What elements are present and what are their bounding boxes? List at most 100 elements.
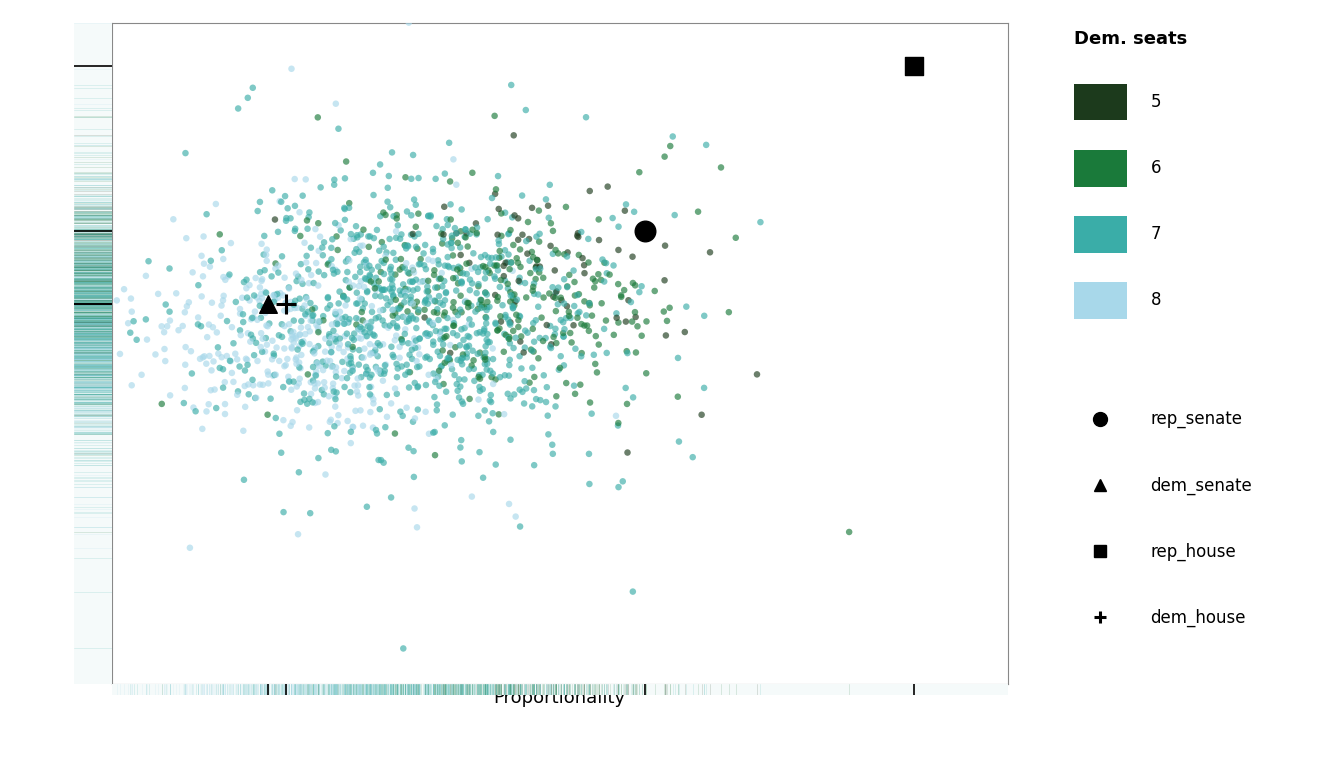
Point	[362, 422, 383, 434]
Point	[378, 322, 399, 334]
Point	[181, 367, 203, 379]
Point	[224, 348, 246, 360]
Point	[487, 229, 508, 241]
Point	[136, 333, 157, 346]
Point	[328, 342, 349, 354]
Point	[339, 254, 360, 266]
Point	[417, 350, 438, 362]
Point	[718, 306, 739, 318]
Point	[594, 257, 616, 269]
Point	[503, 342, 524, 354]
Point	[695, 139, 716, 151]
Point	[491, 250, 512, 263]
Point	[516, 382, 538, 395]
Point	[458, 339, 480, 352]
Point	[340, 228, 362, 240]
Point	[296, 214, 317, 227]
Point	[210, 362, 231, 374]
Point	[607, 481, 629, 493]
Point	[583, 349, 605, 361]
Point	[563, 276, 585, 288]
Point	[437, 213, 458, 225]
Point	[476, 334, 497, 346]
Point	[526, 314, 547, 326]
Point	[504, 209, 526, 221]
Point	[302, 346, 324, 358]
Point	[73, 250, 94, 263]
Point	[550, 350, 571, 362]
Point	[390, 233, 411, 245]
Point	[363, 393, 384, 406]
Point	[413, 247, 434, 260]
Point	[500, 286, 521, 298]
Point	[386, 358, 407, 370]
Point	[284, 200, 305, 212]
Point	[445, 284, 466, 296]
Point	[581, 408, 602, 420]
Point	[214, 408, 235, 420]
Point	[465, 261, 487, 273]
Point	[321, 233, 343, 246]
Point	[474, 249, 496, 261]
Point	[461, 491, 482, 503]
Point	[263, 289, 285, 301]
Point	[320, 346, 341, 358]
Point	[358, 274, 379, 286]
Point	[364, 347, 386, 359]
Point	[288, 377, 309, 389]
Point	[292, 338, 313, 350]
Point	[370, 403, 391, 415]
Point	[401, 343, 422, 356]
Point	[370, 368, 391, 380]
Point	[544, 244, 566, 257]
Point	[450, 225, 472, 237]
Point	[297, 369, 319, 381]
Point	[257, 339, 278, 351]
Point	[289, 328, 310, 340]
Point	[297, 263, 319, 276]
Point	[379, 201, 401, 214]
Point	[407, 228, 429, 240]
Point	[474, 353, 496, 366]
Point	[406, 296, 427, 308]
Point	[546, 285, 567, 297]
Point	[297, 223, 319, 235]
Point	[235, 353, 257, 365]
Point	[396, 305, 418, 317]
Point	[503, 325, 524, 337]
Point	[234, 401, 255, 413]
Point	[282, 326, 304, 338]
Point	[387, 312, 409, 324]
Point	[403, 502, 425, 515]
Point	[371, 236, 392, 248]
Point	[290, 258, 312, 270]
Point	[417, 280, 438, 293]
Point	[465, 306, 487, 318]
Point	[620, 296, 641, 308]
Point	[81, 359, 102, 371]
Point	[175, 341, 196, 353]
Point	[546, 390, 567, 402]
Point	[500, 296, 521, 308]
Point	[323, 263, 344, 276]
Point	[292, 190, 313, 202]
Point	[503, 302, 524, 314]
Point	[276, 298, 297, 310]
Point	[552, 316, 574, 329]
Point	[380, 261, 402, 273]
Point	[222, 321, 243, 333]
Point	[442, 327, 464, 339]
Point	[325, 263, 347, 276]
Point	[554, 323, 575, 336]
Point	[493, 408, 515, 420]
Point	[466, 327, 488, 339]
Point	[289, 230, 310, 242]
Point	[468, 393, 489, 406]
Point	[457, 296, 478, 309]
Point	[466, 221, 488, 233]
Bar	[1074, 151, 1126, 187]
Point	[414, 328, 435, 340]
Point	[313, 269, 335, 281]
Point	[407, 303, 429, 316]
Point	[202, 321, 223, 333]
